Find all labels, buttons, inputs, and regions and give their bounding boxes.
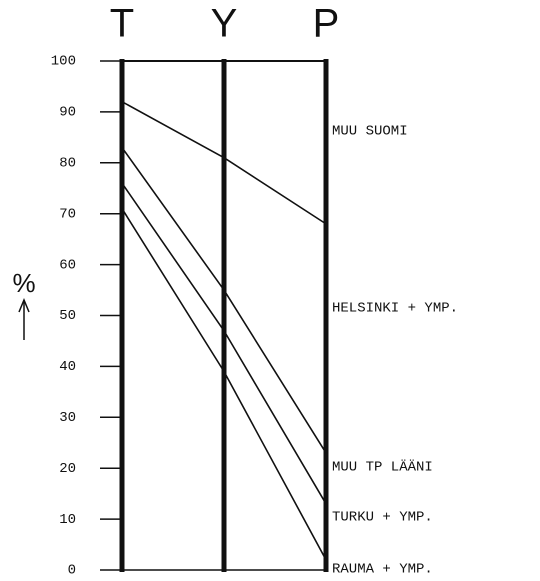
category-label: Y — [211, 2, 238, 46]
y-tick-label: 60 — [59, 257, 76, 273]
y-tick-label: 10 — [59, 512, 76, 528]
series-line — [121, 208, 327, 561]
category-label: T — [110, 2, 134, 46]
y-tick-label: 20 — [59, 461, 76, 477]
y-axis-arrowhead — [18, 298, 30, 313]
y-tick-label: 80 — [59, 156, 76, 172]
y-tick-label: 40 — [59, 359, 76, 375]
y-tick-label: 50 — [59, 308, 76, 324]
series-line — [121, 147, 327, 454]
y-axis-label: % — [12, 268, 35, 298]
y-tick-label: 90 — [59, 105, 76, 121]
y-tick-label: 100 — [51, 54, 76, 70]
region-label: RAUMA + YMP. — [332, 562, 433, 578]
y-tick-label: 0 — [68, 563, 76, 579]
region-label: HELSINKI + YMP. — [332, 301, 458, 317]
region-label: TURKU + YMP. — [332, 510, 433, 526]
series-line — [121, 101, 327, 225]
region-label: MUU TP LÄÄNI — [332, 458, 433, 476]
y-tick-label: 70 — [59, 206, 76, 222]
region-label: MUU SUOMI — [332, 124, 408, 140]
series-line — [121, 182, 327, 505]
category-label: P — [313, 2, 340, 46]
y-tick-label: 30 — [59, 410, 76, 426]
